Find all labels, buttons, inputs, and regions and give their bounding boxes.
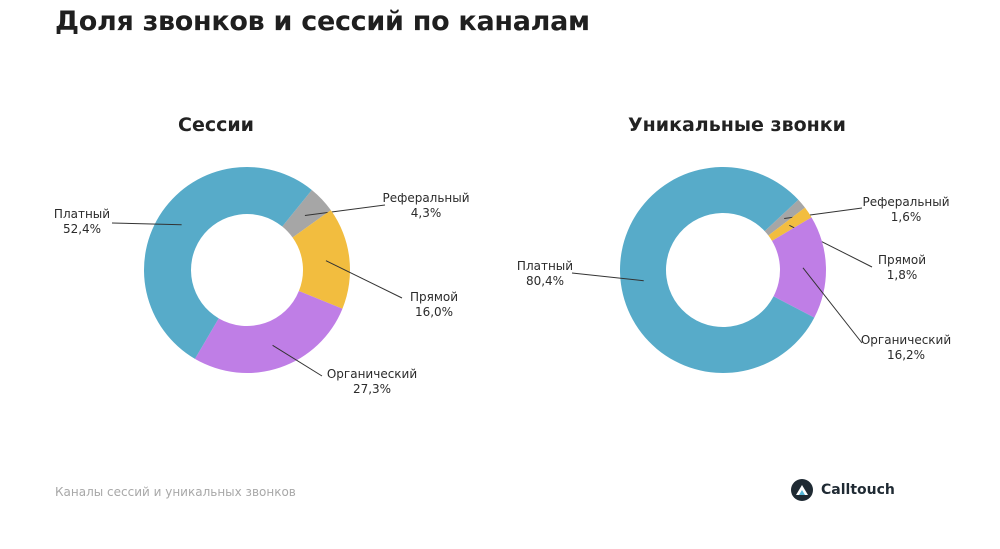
leader-line-organic bbox=[272, 344, 323, 377]
brand-name: Calltouch bbox=[821, 482, 895, 498]
slice-label-paid: Платный bbox=[517, 259, 573, 273]
chart-title-unique-calls: Уникальные звонки bbox=[628, 114, 846, 136]
footer-note: Каналы сессий и уникальных звонков bbox=[55, 485, 296, 499]
leader-line-referral bbox=[304, 204, 386, 217]
leader-line-organic bbox=[802, 267, 863, 344]
slice-label-paid: Платный bbox=[54, 207, 110, 221]
slice-value-organic: 16,2% bbox=[887, 348, 925, 362]
slice-value-paid: 52,4% bbox=[63, 222, 101, 236]
slice-label-direct: Прямой bbox=[410, 290, 458, 304]
slice-label-organic: Органический bbox=[327, 367, 417, 381]
brand-logo: Calltouch bbox=[790, 478, 895, 502]
slice-label-organic: Органический bbox=[861, 333, 951, 347]
leader-line-direct bbox=[325, 260, 403, 299]
slice-label-direct: Прямой bbox=[878, 253, 926, 267]
leader-line-paid bbox=[111, 222, 182, 226]
donut-slice-sessions-paid bbox=[144, 167, 312, 359]
slice-value-referral: 4,3% bbox=[411, 206, 442, 220]
slice-value-paid: 80,4% bbox=[526, 274, 564, 288]
donut-slice-sessions-organic bbox=[194, 291, 343, 373]
donut-slice-calls-direct bbox=[768, 207, 812, 241]
chart-title-sessions: Сессии bbox=[178, 114, 254, 136]
donut-slice-calls-paid bbox=[620, 167, 815, 373]
page-title: Доля звонков и сессий по каналам bbox=[55, 6, 590, 37]
calltouch-logo-icon bbox=[791, 479, 813, 501]
slice-label-referral: Реферальный bbox=[382, 191, 469, 205]
slice-value-organic: 27,3% bbox=[353, 382, 391, 396]
slice-label-referral: Реферальный bbox=[862, 195, 949, 209]
donut-slice-sessions-direct bbox=[292, 210, 350, 309]
slice-value-direct: 16,0% bbox=[415, 305, 453, 319]
donut-slice-calls-referral bbox=[764, 199, 805, 236]
leader-line-paid bbox=[571, 272, 644, 282]
slice-value-direct: 1,8% bbox=[887, 268, 918, 282]
slice-value-referral: 1,6% bbox=[891, 210, 922, 224]
donut-slice-sessions-referral bbox=[282, 189, 331, 238]
donut-slice-calls-organic bbox=[771, 217, 826, 318]
